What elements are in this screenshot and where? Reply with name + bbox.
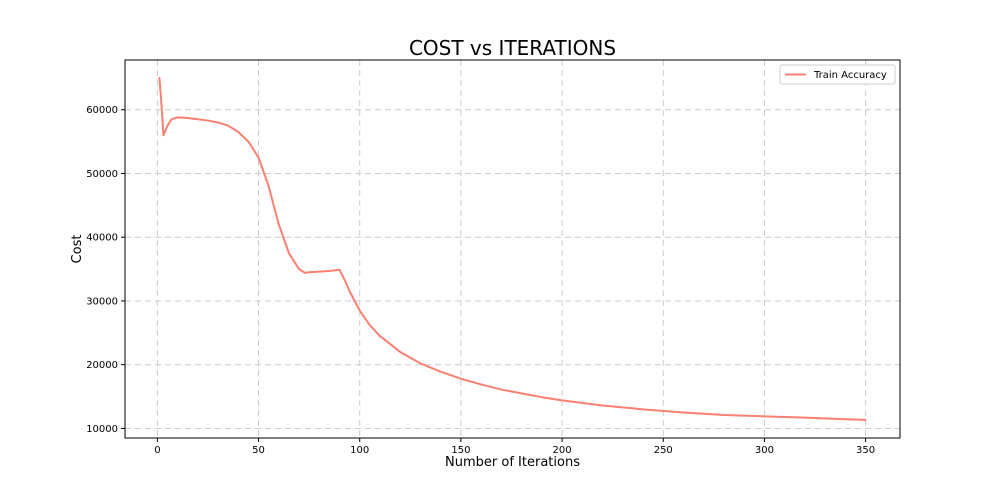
chart-title: COST vs ITERATIONS: [409, 36, 616, 60]
x-axis-label: Number of Iterations: [445, 455, 580, 470]
x-tick-label: 50: [252, 445, 265, 456]
y-tick-label: 10000: [86, 424, 118, 435]
legend-label-train-accuracy: Train Accuracy: [813, 70, 887, 81]
y-tick-label: 30000: [86, 296, 118, 307]
axis-ticks: 0 50 100 150 200 250 300 350 10000 20000 30000 4000…: [86, 105, 875, 456]
y-tick-label: 50000: [86, 169, 118, 180]
series-line-train-accuracy: [158, 76, 867, 421]
x-tick-label: 250: [654, 445, 673, 456]
x-tick-label: 150: [451, 445, 470, 456]
x-tick-label: 350: [856, 445, 875, 456]
y-axis-label: Cost: [70, 235, 85, 264]
y-tick-label: 20000: [86, 360, 118, 371]
legend: Train Accuracy: [779, 64, 896, 85]
plot-frame: [124, 59, 901, 439]
legend-box: [779, 64, 896, 85]
y-tick-label: 60000: [86, 105, 118, 116]
x-tick-label: 300: [755, 445, 774, 456]
x-tick-label: 100: [350, 445, 369, 456]
y-tick-label: 40000: [86, 233, 118, 244]
grid: [125, 60, 900, 438]
x-tick-label: 200: [553, 445, 572, 456]
x-tick-label: 0: [154, 445, 160, 456]
